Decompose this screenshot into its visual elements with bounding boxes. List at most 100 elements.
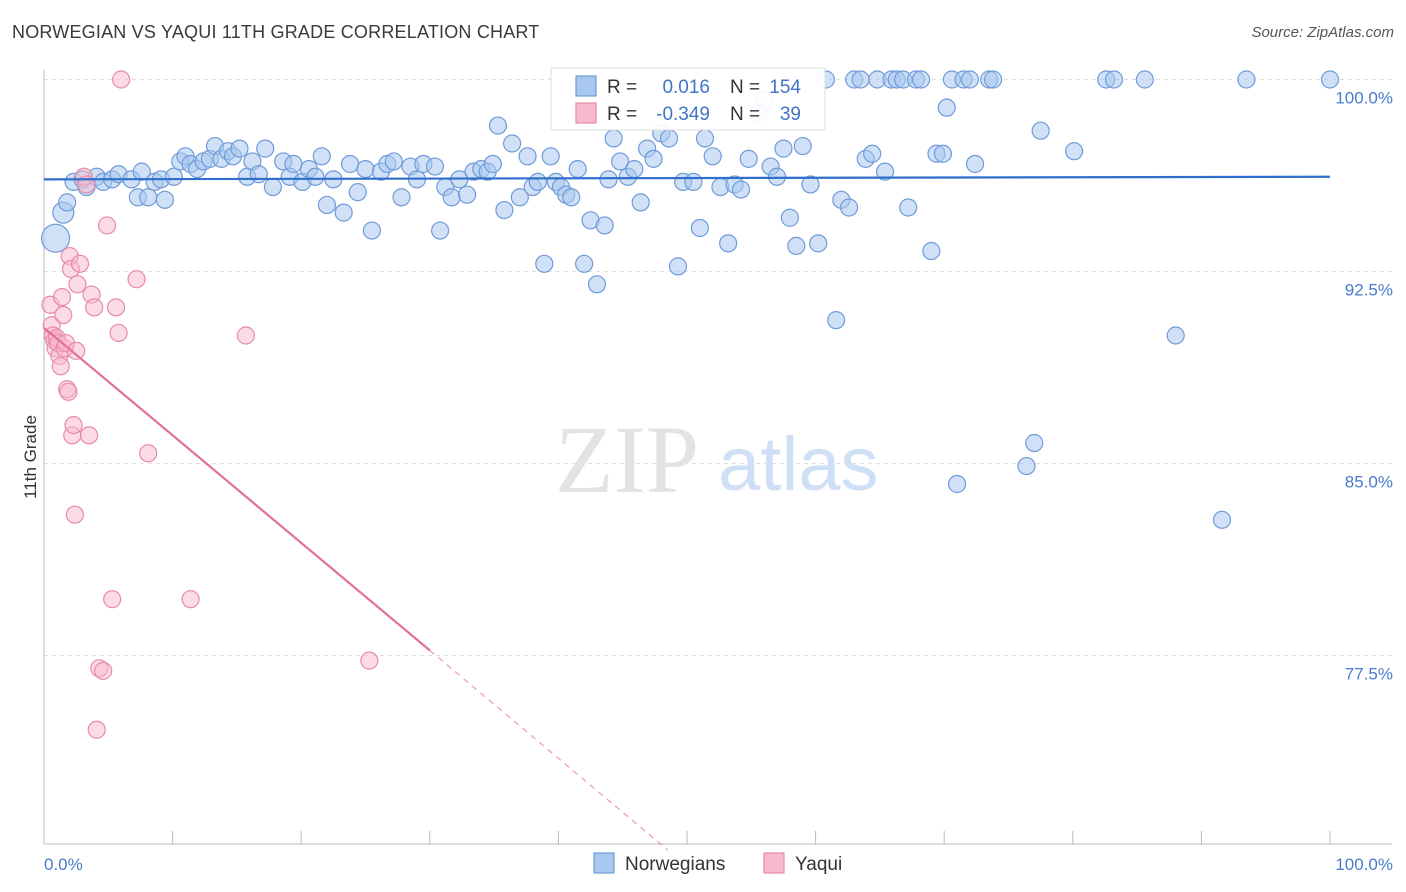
data-point-yaqui — [139, 444, 158, 463]
legend-item-norwegians[interactable]: Norwegians — [593, 852, 725, 875]
data-point-norwegians — [965, 154, 985, 174]
data-point-norwegians — [518, 147, 537, 166]
data-point-norwegians — [312, 147, 331, 166]
data-point-norwegians — [1031, 121, 1050, 140]
axes — [43, 70, 1392, 845]
data-point-norwegians — [960, 70, 980, 89]
data-point-norwegians — [937, 98, 956, 117]
data-point-norwegians — [787, 236, 806, 255]
data-point-norwegians — [668, 257, 688, 276]
data-point-norwegians — [801, 175, 820, 194]
data-point-norwegians — [575, 254, 594, 273]
data-point-norwegians — [851, 70, 870, 89]
data-point-norwegians — [839, 198, 859, 217]
data-point-norwegians — [568, 160, 587, 179]
data-point-norwegians — [425, 157, 445, 176]
data-point-norwegians — [562, 188, 581, 207]
data-point-norwegians — [155, 190, 174, 209]
series-legend: Norwegians Yaqui — [593, 852, 842, 875]
data-point-norwegians — [348, 183, 367, 202]
x-minor-ticks — [43, 831, 1331, 844]
data-point-norwegians — [1166, 326, 1185, 345]
trend-lines — [43, 175, 1331, 851]
data-point-norwegians — [719, 234, 738, 253]
data-point-norwegians — [1104, 70, 1124, 89]
data-point-norwegians — [256, 139, 275, 158]
data-point-norwegians — [362, 221, 382, 240]
data-point-norwegians — [1320, 70, 1340, 89]
x-tick-label: 0.0% — [44, 855, 83, 874]
trend-line-yaqui — [43, 326, 431, 652]
data-point-norwegians — [284, 154, 303, 174]
data-point-norwegians — [535, 254, 554, 273]
data-point-norwegians — [1212, 510, 1232, 529]
data-point-norwegians — [875, 162, 895, 181]
data-point-norwegians — [317, 195, 337, 215]
data-point-norwegians — [933, 144, 953, 163]
legend-label-norwegians: Norwegians — [625, 854, 725, 875]
stats-r-value-yaqui: -0.349 — [656, 104, 710, 125]
data-point-norwegians — [488, 116, 508, 135]
data-point-norwegians — [809, 234, 828, 253]
data-point-norwegians — [356, 160, 375, 179]
data-point-norwegians — [703, 147, 722, 166]
data-point-norwegians — [392, 188, 411, 207]
data-point-yaqui — [70, 254, 90, 273]
data-point-norwegians — [863, 144, 882, 163]
data-point-norwegians — [922, 241, 941, 261]
data-point-norwegians — [587, 275, 607, 294]
data-point-yaqui — [112, 70, 131, 89]
data-point-norwegians — [611, 152, 630, 171]
data-point-yaqui — [51, 357, 70, 376]
data-point-norwegians — [510, 188, 529, 207]
stats-n-label-yaqui: N = — [730, 104, 760, 125]
data-point-norwegians — [541, 147, 560, 166]
data-point-norwegians — [1025, 433, 1044, 453]
data-point-yaqui — [109, 323, 128, 343]
data-point-yaqui — [97, 216, 117, 235]
watermark: ZIP atlas — [555, 406, 879, 513]
data-point-yaqui — [87, 720, 106, 739]
data-point-norwegians — [230, 139, 249, 158]
data-point-norwegians — [947, 474, 967, 494]
data-point-yaqui — [103, 590, 122, 609]
series-yaqui — [41, 70, 379, 739]
data-point-norwegians — [911, 70, 931, 89]
watermark-atlas: atlas — [718, 422, 879, 507]
data-point-norwegians — [604, 129, 623, 148]
data-point-yaqui — [236, 326, 256, 345]
trend-line-yaqui-extension — [429, 649, 669, 851]
data-point-norwegians — [139, 188, 158, 207]
data-point-norwegians — [684, 172, 703, 191]
data-point-norwegians — [384, 152, 403, 171]
data-point-norwegians — [1135, 70, 1154, 89]
data-point-yaqui — [106, 298, 126, 317]
stats-r-label-yaqui: R = — [607, 104, 637, 125]
data-point-norwegians — [983, 70, 1003, 89]
data-point-norwegians — [739, 149, 758, 168]
data-point-yaqui — [52, 288, 72, 307]
legend-item-yaqui[interactable]: Yaqui — [763, 852, 842, 875]
data-point-norwegians — [263, 177, 283, 197]
x-tick-label: 100.0% — [1335, 855, 1393, 874]
watermark-zip: ZIP — [555, 406, 699, 513]
y-tick-labels: 100.0% 92.5% 85.0% 77.5% — [1335, 89, 1393, 684]
data-point-yaqui — [64, 416, 83, 435]
legend-swatch-norwegians — [593, 852, 615, 874]
data-point-norwegians — [58, 193, 77, 212]
stats-r-value-norwegians: 0.016 — [662, 77, 710, 98]
data-point-norwegians — [1017, 456, 1036, 476]
data-point-norwegians — [899, 198, 918, 217]
data-point-norwegians — [1064, 142, 1084, 161]
series-norwegians — [40, 70, 1340, 529]
data-point-norwegians — [731, 180, 751, 199]
data-point-norwegians — [306, 167, 325, 186]
y-tick-label: 92.5% — [1345, 281, 1393, 300]
stats-r-label-norwegians: R = — [607, 77, 637, 98]
data-point-norwegians — [1237, 70, 1256, 89]
data-point-norwegians — [164, 167, 183, 186]
data-point-norwegians — [442, 188, 461, 207]
data-point-norwegians — [495, 200, 514, 220]
data-point-norwegians — [644, 149, 663, 168]
data-point-yaqui — [68, 275, 87, 294]
